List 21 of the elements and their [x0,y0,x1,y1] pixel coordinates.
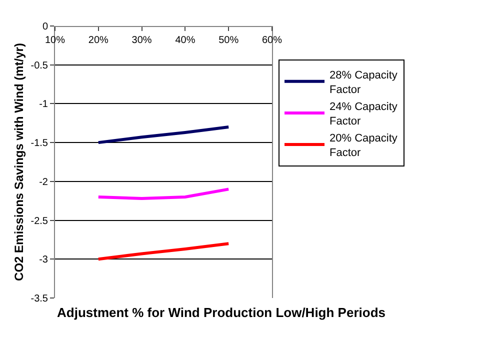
x-tick-label: 50% [218,35,239,46]
y-tick-label: -3.5 [30,294,48,304]
legend-label: 28% Capacity Factor [330,69,398,96]
y-tick-label: -2 [39,176,48,188]
x-tick-label: 40% [175,35,196,46]
y-tick-label: -2.5 [30,216,48,227]
x-tick-label: 60% [262,35,282,46]
y-axis-title: CO2 Emissions Savings with Wind (mt/yr) [12,43,26,281]
line-series [96,126,230,144]
x-tick-label: 10% [44,35,66,46]
legend-label: 20% Capacity Factor [330,132,398,159]
legend-label: 24% Capacity Factor [330,101,398,128]
line-series [96,242,230,261]
y-tick-label: -3 [39,254,48,266]
y-tick-label: -0.5 [30,60,48,72]
x-axis-title: Adjustment % for Wind Production Low/High Periods [57,305,386,320]
x-tick-label: 30% [132,35,152,46]
y-tick-label: 0 [42,22,48,32]
y-tick-label: -1.5 [30,138,48,150]
x-tick-label: 20% [88,35,109,46]
y-tick-label: -1 [39,99,48,110]
